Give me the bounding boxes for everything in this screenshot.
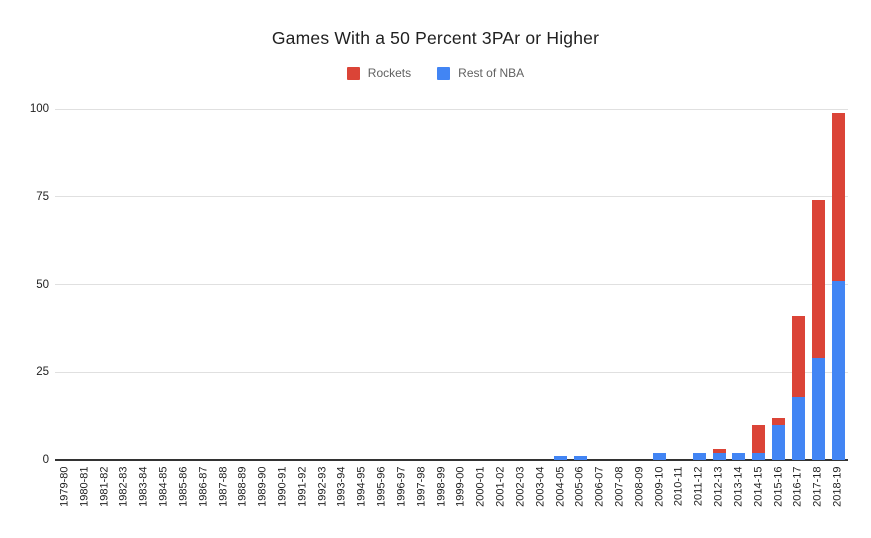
x-axis-label: 2001-02 [494, 466, 507, 507]
legend-swatch-rest-of-nba [437, 66, 451, 80]
x-axis-label: 1988-89 [236, 466, 249, 507]
bar-segment-rockets [811, 200, 825, 359]
x-axis-label: 1983-84 [137, 466, 150, 507]
legend-swatch-rockets [346, 66, 360, 80]
x-axis-label: 1979-80 [58, 466, 71, 507]
legend-label: Rockets [367, 66, 412, 80]
gridline [55, 371, 848, 373]
x-axis-label: 2014-15 [752, 466, 765, 507]
bar-segment-rest-of-nba [712, 452, 726, 460]
bar-segment-rest-of-nba [554, 456, 568, 460]
x-axis-label: 2002-03 [514, 466, 527, 507]
gridline [55, 196, 848, 198]
x-axis-label: 2016-17 [791, 466, 804, 507]
x-axis-label: 1992-93 [316, 466, 329, 507]
y-axis-label: 0 [42, 454, 49, 466]
y-axis-label: 100 [29, 103, 49, 115]
x-axis-label: 2005-06 [573, 466, 586, 507]
x-axis-label: 1987-88 [217, 466, 229, 507]
gridline [55, 108, 848, 110]
x-axis-label: 2013-14 [732, 466, 745, 507]
x-axis-label: 1982-83 [117, 466, 130, 507]
bar-segment-rest-of-nba [772, 424, 786, 460]
x-axis-label: 1986-87 [197, 466, 210, 507]
x-axis-label: 1991-92 [296, 466, 309, 507]
x-axis-label: 1990-91 [276, 466, 289, 507]
x-axis-label: 2012-13 [712, 466, 725, 507]
x-axis-label: 1998-99 [435, 466, 448, 507]
bar-segment-rest-of-nba [831, 280, 845, 460]
x-axis-label: 1993-94 [335, 466, 348, 507]
x-axis-label: 2017-18 [811, 466, 824, 507]
x-axis-label: 1996-97 [395, 466, 408, 507]
x-axis-label: 1994-95 [355, 466, 368, 507]
bar-segment-rockets [712, 449, 726, 453]
bar-segment-rest-of-nba [573, 456, 587, 460]
x-axis-label: 2000-01 [474, 466, 487, 507]
bar-segment-rockets [772, 417, 786, 425]
x-axis-label: 2011-12 [692, 466, 705, 506]
x-axis-label: 2003-04 [534, 466, 547, 507]
bar-segment-rest-of-nba [732, 452, 746, 460]
y-axis-label: 25 [36, 366, 49, 379]
x-axis-label: 2010-11 [672, 466, 685, 506]
x-axis-label: 2018-19 [831, 466, 844, 507]
bar-segment-rest-of-nba [791, 396, 805, 460]
bar-segment-rest-of-nba [811, 358, 825, 460]
x-axis-label: 1985-86 [177, 466, 190, 507]
x-axis-label: 1989-90 [256, 466, 269, 507]
x-axis-label: 1999-00 [454, 466, 467, 507]
bar-segment-rockets [791, 316, 805, 397]
y-axis-label: 75 [36, 190, 49, 203]
x-axis-label: 2009-10 [653, 466, 666, 507]
x-axis-label: 1984-85 [157, 466, 170, 507]
y-axis-label: 50 [36, 278, 49, 291]
chart-title: Games With a 50 Percent 3PAr or Higher [271, 28, 600, 48]
gridline [55, 284, 848, 285]
x-axis-label: 2006-07 [593, 466, 606, 507]
x-axis-label: 1995-96 [375, 466, 388, 507]
bar-segment-rockets [752, 424, 766, 453]
x-axis-label: 2007-08 [613, 466, 626, 507]
legend-item-rest-of-nba: Rest of NBA [437, 66, 524, 80]
x-axis-label: 2004-05 [554, 466, 567, 507]
x-axis-label: 1997-98 [415, 466, 428, 507]
x-axis-line [55, 459, 848, 461]
x-axis-label: 2008-09 [633, 466, 646, 507]
x-axis-label: 2015-16 [772, 466, 785, 507]
legend-item-rockets: Rockets [346, 66, 412, 80]
bar-segment-rest-of-nba [653, 452, 667, 460]
bar-segment-rockets [831, 112, 845, 281]
x-axis-label: 1980-81 [78, 466, 91, 507]
legend: Rockets Rest of NBA [0, 66, 871, 80]
bar-segment-rest-of-nba [692, 452, 706, 460]
x-axis-label: 1981-82 [98, 466, 111, 507]
bar-segment-rest-of-nba [752, 452, 766, 460]
legend-label: Rest of NBA [458, 66, 525, 80]
